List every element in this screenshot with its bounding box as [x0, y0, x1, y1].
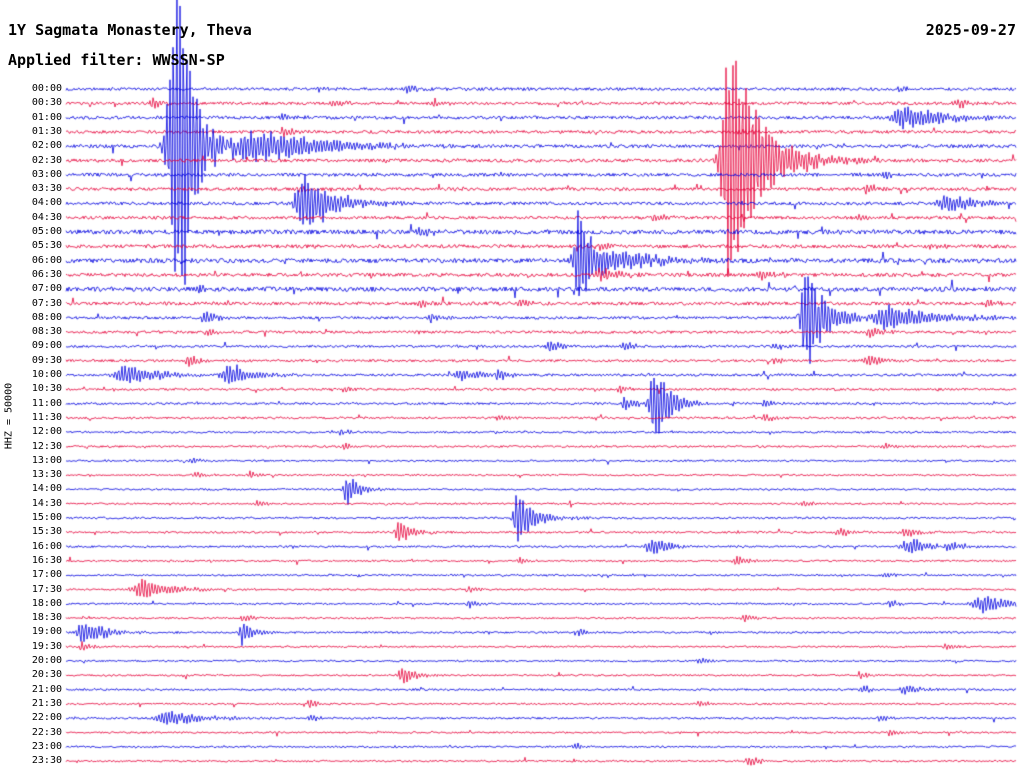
- time-label-1800: 18:00: [31, 597, 62, 609]
- time-label-0630: 06:30: [31, 268, 62, 280]
- time-label-1530: 15:30: [31, 526, 62, 538]
- time-label-1700: 17:00: [31, 569, 62, 581]
- time-label-0800: 08:00: [31, 311, 62, 323]
- time-label-0700: 07:00: [31, 283, 62, 295]
- time-label-2300: 23:00: [31, 740, 62, 752]
- time-label-1400: 14:00: [31, 483, 62, 495]
- time-label-2000: 20:00: [31, 655, 62, 666]
- time-label-0930: 09:30: [31, 354, 62, 366]
- time-label-1430: 14:30: [31, 497, 62, 509]
- time-label-1600: 16:00: [31, 540, 62, 552]
- time-label-0330: 03:30: [31, 183, 62, 195]
- y-axis-scale-label: HHZ = 50000: [3, 382, 15, 450]
- time-label-0300: 03:00: [31, 168, 62, 180]
- time-label-2100: 21:00: [31, 683, 62, 695]
- time-label-1100: 11:00: [31, 397, 62, 409]
- time-label-1500: 15:00: [31, 512, 62, 523]
- time-label-1000: 10:00: [31, 369, 62, 380]
- time-label-0000: 00:00: [31, 83, 62, 94]
- time-label-2230: 22:30: [31, 726, 62, 738]
- time-label-0530: 05:30: [31, 240, 62, 252]
- time-label-0100: 01:00: [31, 111, 62, 123]
- time-label-0430: 04:30: [31, 211, 62, 223]
- applied-filter-label: Applied filter: WWSSN-SP: [8, 51, 225, 69]
- time-label-0900: 09:00: [31, 340, 62, 352]
- time-label-0500: 05:00: [31, 226, 62, 237]
- time-label-2130: 21:30: [31, 697, 62, 709]
- time-label-0730: 07:30: [31, 297, 62, 309]
- time-label-2030: 20:30: [31, 669, 62, 681]
- time-label-1330: 13:30: [31, 469, 62, 481]
- time-label-1030: 10:30: [31, 383, 62, 395]
- time-label-0030: 00:30: [31, 97, 62, 109]
- time-label-2200: 22:00: [31, 712, 62, 724]
- time-label-1130: 11:30: [31, 411, 62, 423]
- time-label-1930: 19:30: [31, 640, 62, 652]
- time-label-0600: 06:00: [31, 254, 62, 266]
- time-label-0230: 02:30: [31, 154, 62, 166]
- time-label-1900: 19:00: [31, 626, 62, 638]
- time-label-1300: 13:00: [31, 454, 62, 466]
- time-label-1630: 16:30: [31, 554, 62, 566]
- time-label-1230: 12:30: [31, 440, 62, 452]
- time-label-1730: 17:30: [31, 583, 62, 595]
- time-label-0130: 01:30: [31, 125, 62, 137]
- time-label-0200: 02:00: [31, 140, 62, 152]
- time-label-1200: 12:00: [31, 426, 62, 438]
- record-date-label: 2025-09-27: [925, 21, 1016, 39]
- time-label-0400: 04:00: [31, 197, 62, 209]
- time-label-0830: 08:30: [31, 326, 62, 338]
- time-label-2330: 23:30: [31, 755, 62, 767]
- time-label-1830: 18:30: [31, 612, 62, 624]
- station-title: 1Y Sagmata Monastery, Theva: [8, 21, 252, 39]
